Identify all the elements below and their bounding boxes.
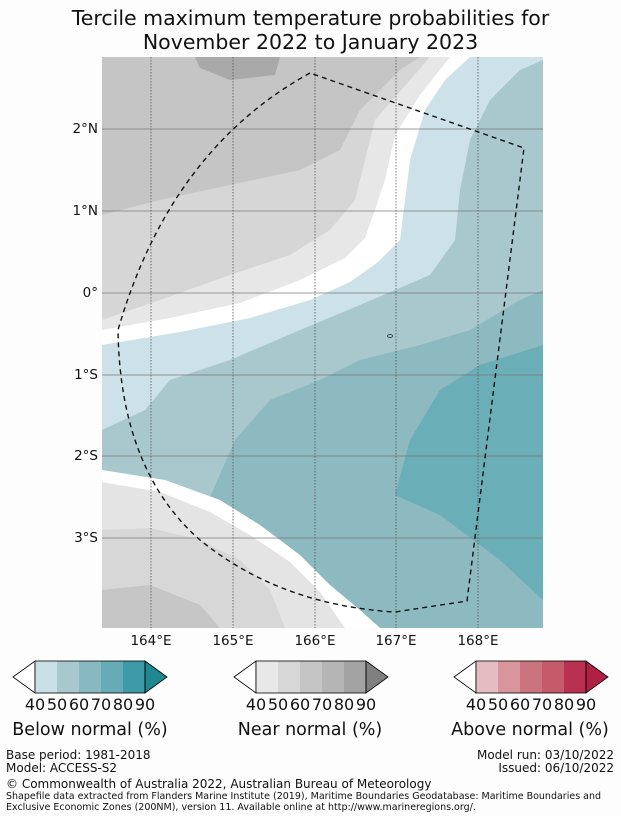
colorbar-high-extend <box>365 660 389 694</box>
map-title: Tercile maximum temperature probabilitie… <box>0 6 621 54</box>
colorbar-bin <box>344 661 366 693</box>
below-normal-70-region <box>395 345 543 600</box>
shapefile-credit-line-1: Shapefile data extracted from Flanders M… <box>6 791 602 802</box>
colorbar-high-extend <box>144 660 168 694</box>
below-normal-title: Below normal (%) <box>12 720 168 740</box>
tick-label: 90 <box>134 695 156 714</box>
tick-label: 60 <box>289 695 311 714</box>
colorbar-low-extend <box>233 660 257 694</box>
base-period: Base period: 1981-2018 <box>6 748 151 762</box>
model-run-date: Model run: 03/10/2022 <box>476 748 614 762</box>
colorbar-high-extend <box>585 660 609 694</box>
tick-label: 40 <box>245 695 267 714</box>
lat-label-1n: 1°N <box>72 203 98 219</box>
above-normal-title: Above normal (%) <box>451 720 609 740</box>
colorbar-bin <box>520 661 542 693</box>
colorbar-bin <box>256 661 278 693</box>
colorbar-bin <box>300 661 322 693</box>
near-normal-title: Near normal (%) <box>237 720 383 740</box>
colorbar-bin <box>564 661 586 693</box>
colorbar-bin <box>101 661 123 693</box>
tick-label: 40 <box>465 695 487 714</box>
model-name: Model: ACCESS-S2 <box>6 761 118 775</box>
lat-label-0: 0° <box>82 285 98 301</box>
lat-label-2s: 2°S <box>74 448 98 464</box>
below-normal-colorbar <box>12 660 168 694</box>
tick-label: 50 <box>267 695 289 714</box>
lon-label-164e: 164°E <box>130 633 172 649</box>
colorbar-bin <box>57 661 79 693</box>
tick-label: 80 <box>553 695 575 714</box>
colorbar-bin <box>79 661 101 693</box>
tick-label: 70 <box>311 695 333 714</box>
colorbar-outline <box>475 660 587 694</box>
tick-label: 50 <box>46 695 68 714</box>
colorbar-bin <box>542 661 564 693</box>
tick-label: 80 <box>333 695 355 714</box>
tick-label: 60 <box>68 695 90 714</box>
below-normal-60-region <box>200 290 543 628</box>
shapefile-credit-line-2: Exclusive Economic Zones (200NM), versio… <box>6 802 476 813</box>
tick-label: 90 <box>355 695 377 714</box>
tick-label: 80 <box>112 695 134 714</box>
lat-label-3s: 3°S <box>74 530 98 546</box>
lon-label-167e: 167°E <box>375 633 417 649</box>
colorbar-bin <box>498 661 520 693</box>
tick-label: 60 <box>509 695 531 714</box>
lon-label-166e: 166°E <box>294 633 336 649</box>
tick-label: 70 <box>90 695 112 714</box>
colorbar-outline <box>255 660 367 694</box>
colorbar-bin <box>476 661 498 693</box>
tick-label: 90 <box>575 695 597 714</box>
colorbar-bin <box>35 661 57 693</box>
near-normal-60-region-south <box>102 585 220 628</box>
lon-label-165e: 165°E <box>212 633 254 649</box>
tick-label: 50 <box>487 695 509 714</box>
lon-label-168e: 168°E <box>457 633 499 649</box>
tick-label: 40 <box>24 695 46 714</box>
colorbar-bin <box>278 661 300 693</box>
near-normal-colorbar <box>233 660 389 694</box>
copyright-notice: © Commonwealth of Australia 2022, Austra… <box>6 777 432 791</box>
near-normal-70-region <box>195 57 280 80</box>
colorbar-low-extend <box>12 660 36 694</box>
lat-label-2n: 2°N <box>72 121 98 137</box>
tick-label: 70 <box>531 695 553 714</box>
above-normal-colorbar <box>453 660 609 694</box>
meridians <box>150 57 479 628</box>
colorbar-bin <box>322 661 344 693</box>
colorbar-bin <box>123 661 145 693</box>
lat-label-1s: 1°S <box>74 367 98 383</box>
colorbar-low-extend <box>453 660 477 694</box>
colorbar-outline <box>34 660 146 694</box>
island-outline <box>387 334 393 338</box>
probability-map <box>102 57 543 628</box>
issued-date: Issued: 06/10/2022 <box>498 761 614 775</box>
title-line-2: November 2022 to January 2023 <box>142 30 479 54</box>
eez-boundary <box>117 72 525 613</box>
title-line-1: Tercile maximum temperature probabilitie… <box>71 6 550 30</box>
